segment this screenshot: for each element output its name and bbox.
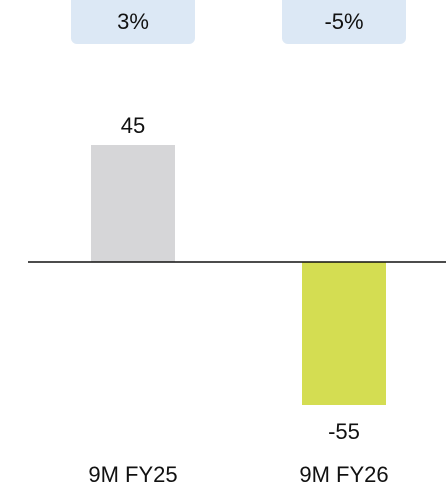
change-badges: 3% -5% (71, 0, 406, 44)
value-labels: 45 -55 (121, 113, 360, 444)
bar-1 (91, 145, 175, 262)
category-labels: 9M FY25 9M FY26 (88, 462, 388, 487)
change-badge-label-2: -5% (324, 9, 363, 34)
change-badge-2 (282, 0, 406, 44)
bars-group (91, 145, 386, 405)
category-label-1: 9M FY25 (88, 462, 177, 487)
data-label-1: 45 (121, 113, 145, 138)
change-badge-1 (71, 0, 195, 44)
change-badge-label-1: 3% (117, 9, 149, 34)
data-label-2: -55 (328, 419, 360, 444)
category-label-2: 9M FY26 (299, 462, 388, 487)
bar-2 (302, 262, 386, 405)
